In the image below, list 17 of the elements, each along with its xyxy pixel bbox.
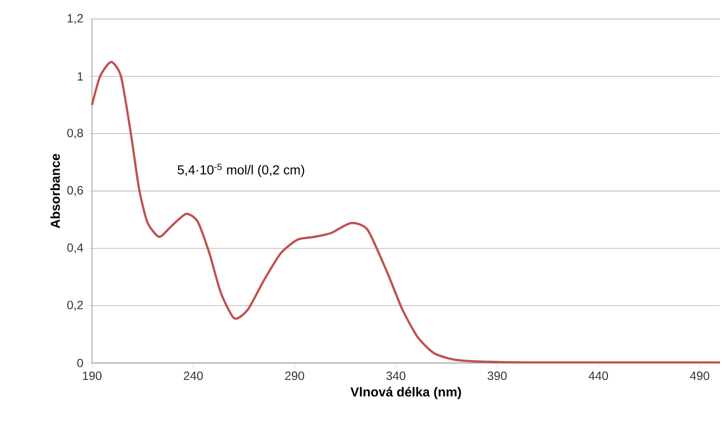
x-tick-label: 190 xyxy=(82,372,102,380)
y-tick-label: 0,4 xyxy=(67,243,84,254)
annotation: 5,4·10$^{-5}$ mol/l (0,2 cm) xyxy=(178,164,304,178)
y-tick-label: 0 xyxy=(77,358,84,368)
x-tick-label: 240 xyxy=(184,372,203,380)
y-axis-title: Absorbance xyxy=(50,154,60,228)
x-tick-label: 290 xyxy=(285,372,304,380)
y-tick-label: 1 xyxy=(78,72,83,80)
y-tick-label: 1,2 xyxy=(68,14,83,24)
y-tick-label: 0,8 xyxy=(67,128,83,139)
x-tick-label: 440 xyxy=(588,372,608,380)
x-tick-label: 340 xyxy=(386,372,406,380)
y-tick-label: 0,2 xyxy=(67,300,83,311)
x-tick-label: 390 xyxy=(488,372,507,380)
x-tick-label: 490 xyxy=(690,372,710,380)
y-tick-label: 0,6 xyxy=(67,186,83,196)
x-axis-title: Vlnová délka (nm) xyxy=(350,386,461,400)
